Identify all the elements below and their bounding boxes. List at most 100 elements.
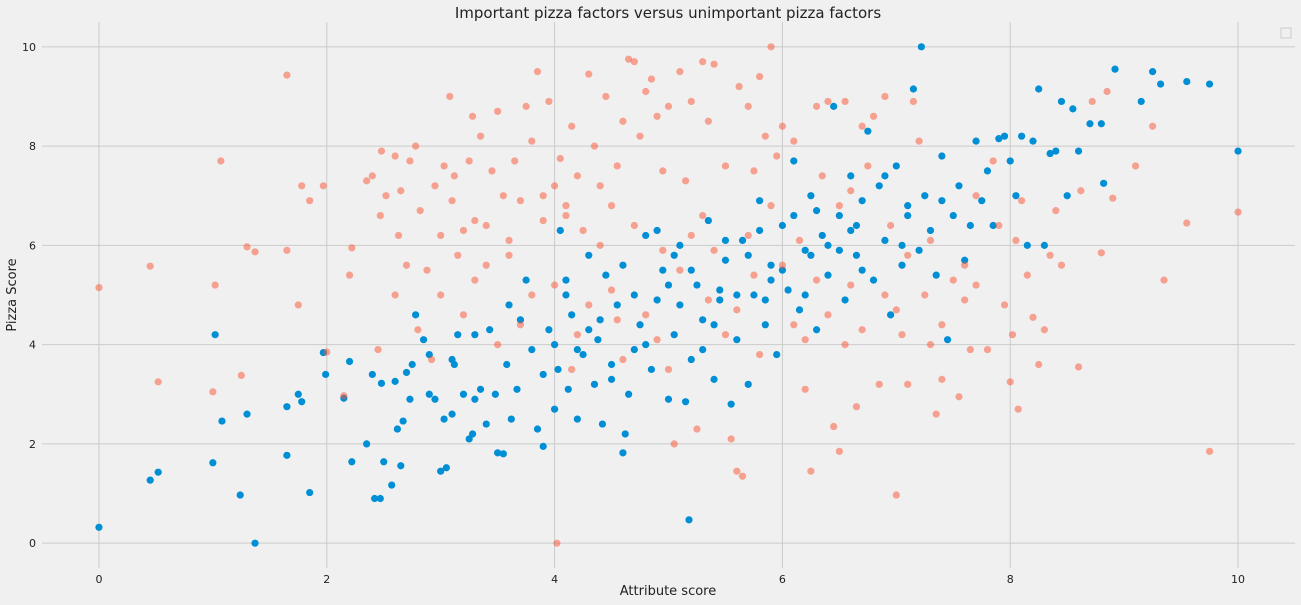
scatter-point bbox=[653, 112, 661, 120]
scatter-point bbox=[847, 226, 855, 235]
scatter-point bbox=[630, 58, 638, 66]
scatter-point bbox=[938, 375, 946, 383]
scatter-point bbox=[1014, 405, 1022, 413]
scatter-point bbox=[653, 296, 661, 304]
scatter-point bbox=[710, 60, 718, 68]
scatter-point bbox=[807, 467, 815, 475]
scatter-point bbox=[1052, 147, 1060, 155]
scatter-point bbox=[887, 311, 895, 319]
scatter-point bbox=[1205, 80, 1214, 88]
scatter-point bbox=[676, 301, 684, 309]
scatter-point bbox=[887, 221, 895, 230]
scatter-point bbox=[659, 246, 667, 254]
x-tick-label: 10 bbox=[1231, 573, 1245, 586]
scatter-point bbox=[412, 142, 420, 150]
scatter-point bbox=[1086, 120, 1094, 128]
scatter-point bbox=[294, 390, 302, 398]
scatter-point bbox=[1205, 447, 1214, 455]
scatter-point bbox=[824, 97, 832, 106]
scatter-point bbox=[1018, 197, 1026, 205]
scatter-point bbox=[619, 449, 627, 457]
scatter-point bbox=[756, 197, 764, 205]
scatter-point bbox=[348, 458, 356, 466]
scatter-point bbox=[892, 306, 900, 314]
scatter-point bbox=[670, 251, 678, 259]
scatter-point bbox=[562, 291, 570, 299]
scatter-point bbox=[699, 346, 707, 354]
scatter-point bbox=[1234, 147, 1242, 155]
scatter-point bbox=[283, 246, 291, 254]
scatter-point bbox=[647, 365, 656, 374]
scatter-point bbox=[921, 192, 929, 200]
scatter-point bbox=[1131, 162, 1140, 170]
y-tick-label: 6 bbox=[29, 239, 36, 252]
scatter-point bbox=[812, 207, 821, 215]
scatter-point bbox=[545, 97, 553, 106]
scatter-point bbox=[938, 321, 946, 329]
scatter-point bbox=[550, 281, 559, 289]
scatter-point bbox=[550, 405, 559, 413]
scatter-point bbox=[625, 390, 633, 398]
scatter-point bbox=[573, 172, 581, 180]
scatter-point bbox=[773, 152, 781, 160]
scatter-point bbox=[1029, 137, 1037, 145]
scatter-point bbox=[340, 392, 348, 400]
y-tick-label: 2 bbox=[29, 438, 36, 451]
scatter-point bbox=[636, 321, 644, 329]
scatter-point bbox=[471, 216, 479, 225]
scatter-point bbox=[653, 336, 661, 344]
scatter-point bbox=[1063, 192, 1071, 200]
scatter-point bbox=[397, 462, 405, 470]
scatter-point bbox=[468, 430, 477, 438]
scatter-point bbox=[533, 425, 542, 433]
scatter-point bbox=[382, 192, 390, 200]
scatter-point bbox=[283, 403, 291, 411]
scatter-point bbox=[744, 102, 752, 110]
scatter-point bbox=[1234, 208, 1242, 216]
scatter-point bbox=[1046, 251, 1054, 259]
scatter-point bbox=[972, 192, 980, 200]
scatter-point bbox=[676, 266, 684, 274]
scatter-point bbox=[499, 192, 507, 200]
scatter-point bbox=[676, 68, 684, 76]
scatter-point bbox=[377, 147, 386, 155]
scatter-point bbox=[533, 68, 542, 76]
scatter-point bbox=[681, 177, 690, 185]
scatter-point bbox=[790, 157, 798, 165]
scatter-point bbox=[1023, 241, 1031, 249]
scatter-point bbox=[670, 440, 678, 448]
scatter-point bbox=[550, 341, 559, 349]
scatter-point bbox=[835, 202, 843, 210]
y-axis-label: Pizza Score bbox=[5, 258, 20, 331]
scatter-point bbox=[513, 385, 521, 393]
scatter-point bbox=[676, 241, 684, 249]
scatter-point bbox=[1149, 122, 1157, 130]
scatter-point bbox=[613, 316, 621, 324]
scatter-point bbox=[693, 281, 701, 289]
scatter-point bbox=[306, 488, 314, 497]
chart-title: Important pizza factors versus unimporta… bbox=[455, 4, 881, 22]
scatter-point bbox=[1149, 68, 1157, 76]
scatter-point bbox=[425, 390, 433, 398]
scatter-point bbox=[283, 451, 291, 459]
scatter-point bbox=[721, 236, 730, 244]
scatter-point bbox=[554, 365, 562, 374]
scatter-point bbox=[1035, 85, 1043, 93]
scatter-point bbox=[562, 202, 570, 210]
scatter-point bbox=[704, 216, 712, 225]
scatter-point bbox=[892, 491, 900, 499]
scatter-point bbox=[154, 468, 162, 476]
scatter-point bbox=[236, 491, 244, 499]
scatter-point bbox=[818, 231, 826, 240]
scatter-point bbox=[545, 326, 553, 334]
scatter-point bbox=[419, 336, 428, 344]
scatter-point bbox=[847, 172, 855, 180]
scatter-point bbox=[1057, 97, 1066, 106]
scatter-point bbox=[778, 266, 787, 274]
x-tick-label: 4 bbox=[551, 573, 558, 586]
scatter-point bbox=[431, 182, 439, 190]
scatter-point bbox=[391, 152, 399, 160]
series-0 bbox=[95, 43, 1242, 547]
